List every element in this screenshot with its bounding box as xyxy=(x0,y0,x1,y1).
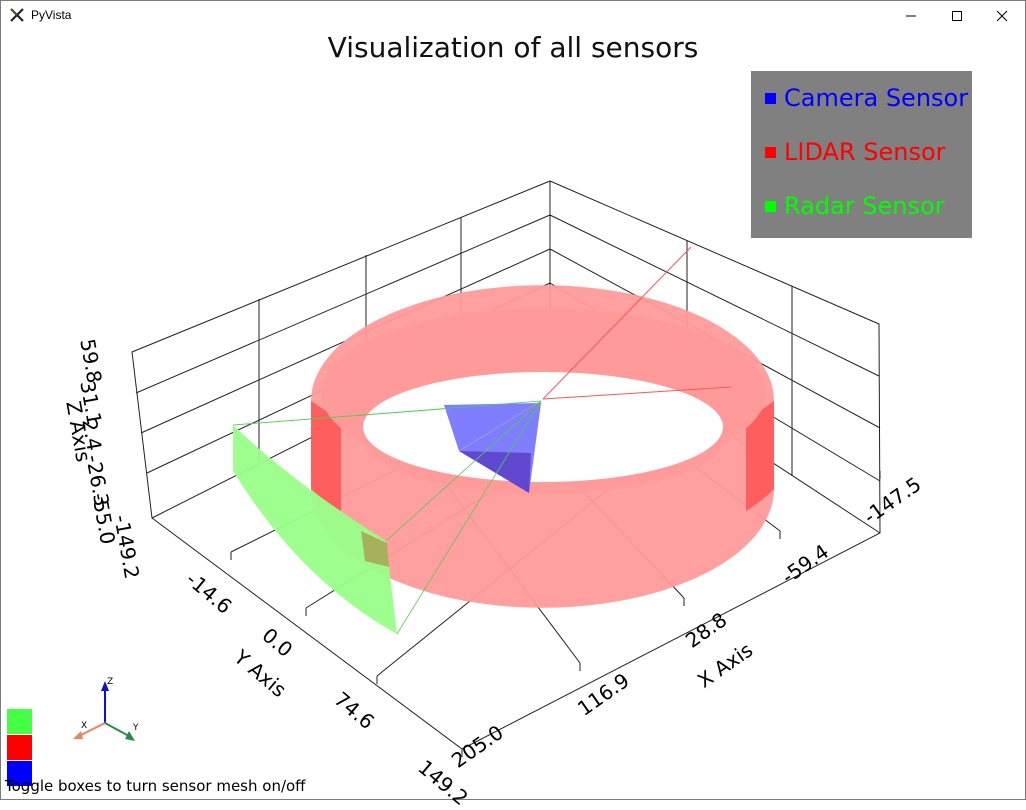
legend: Camera Sensor LIDAR Sensor Radar Sensor xyxy=(751,71,972,238)
maximize-icon xyxy=(952,11,962,21)
legend-entry-camera: Camera Sensor xyxy=(765,83,968,113)
window-title: PyVista xyxy=(31,8,72,22)
orient-z-label: Z xyxy=(107,677,114,687)
orient-x-label: X xyxy=(81,721,88,731)
camera-mesh xyxy=(444,400,542,493)
orient-y-label: Y xyxy=(133,723,139,733)
legend-label-radar: Radar Sensor xyxy=(784,192,945,220)
lidar-toggle-checkbox[interactable] xyxy=(7,735,32,760)
minimize-button[interactable] xyxy=(888,1,934,31)
status-text: Toggle boxes to turn sensor mesh on/off xyxy=(5,777,306,795)
legend-swatch-radar xyxy=(765,200,776,212)
legend-label-camera: Camera Sensor xyxy=(784,84,969,112)
legend-swatch-lidar xyxy=(765,146,776,158)
legend-entry-lidar: LIDAR Sensor xyxy=(765,137,946,167)
plot-title: Visualization of all sensors xyxy=(327,31,699,64)
maximize-button[interactable] xyxy=(934,1,980,31)
radar-mesh xyxy=(232,400,542,635)
legend-label-lidar: LIDAR Sensor xyxy=(784,138,946,166)
lidar-mesh xyxy=(311,246,774,608)
minimize-icon xyxy=(906,15,916,17)
orientation-widget xyxy=(73,681,135,741)
pyvista-logo-icon xyxy=(10,8,24,22)
radar-toggle-checkbox[interactable] xyxy=(7,709,32,734)
title-bar[interactable]: PyVista xyxy=(1,1,1025,31)
camera-toggle-checkbox[interactable] xyxy=(7,761,32,786)
legend-entry-radar: Radar Sensor xyxy=(765,191,945,221)
close-icon xyxy=(996,10,1008,22)
close-button[interactable] xyxy=(979,1,1025,31)
legend-swatch-camera xyxy=(765,92,776,104)
